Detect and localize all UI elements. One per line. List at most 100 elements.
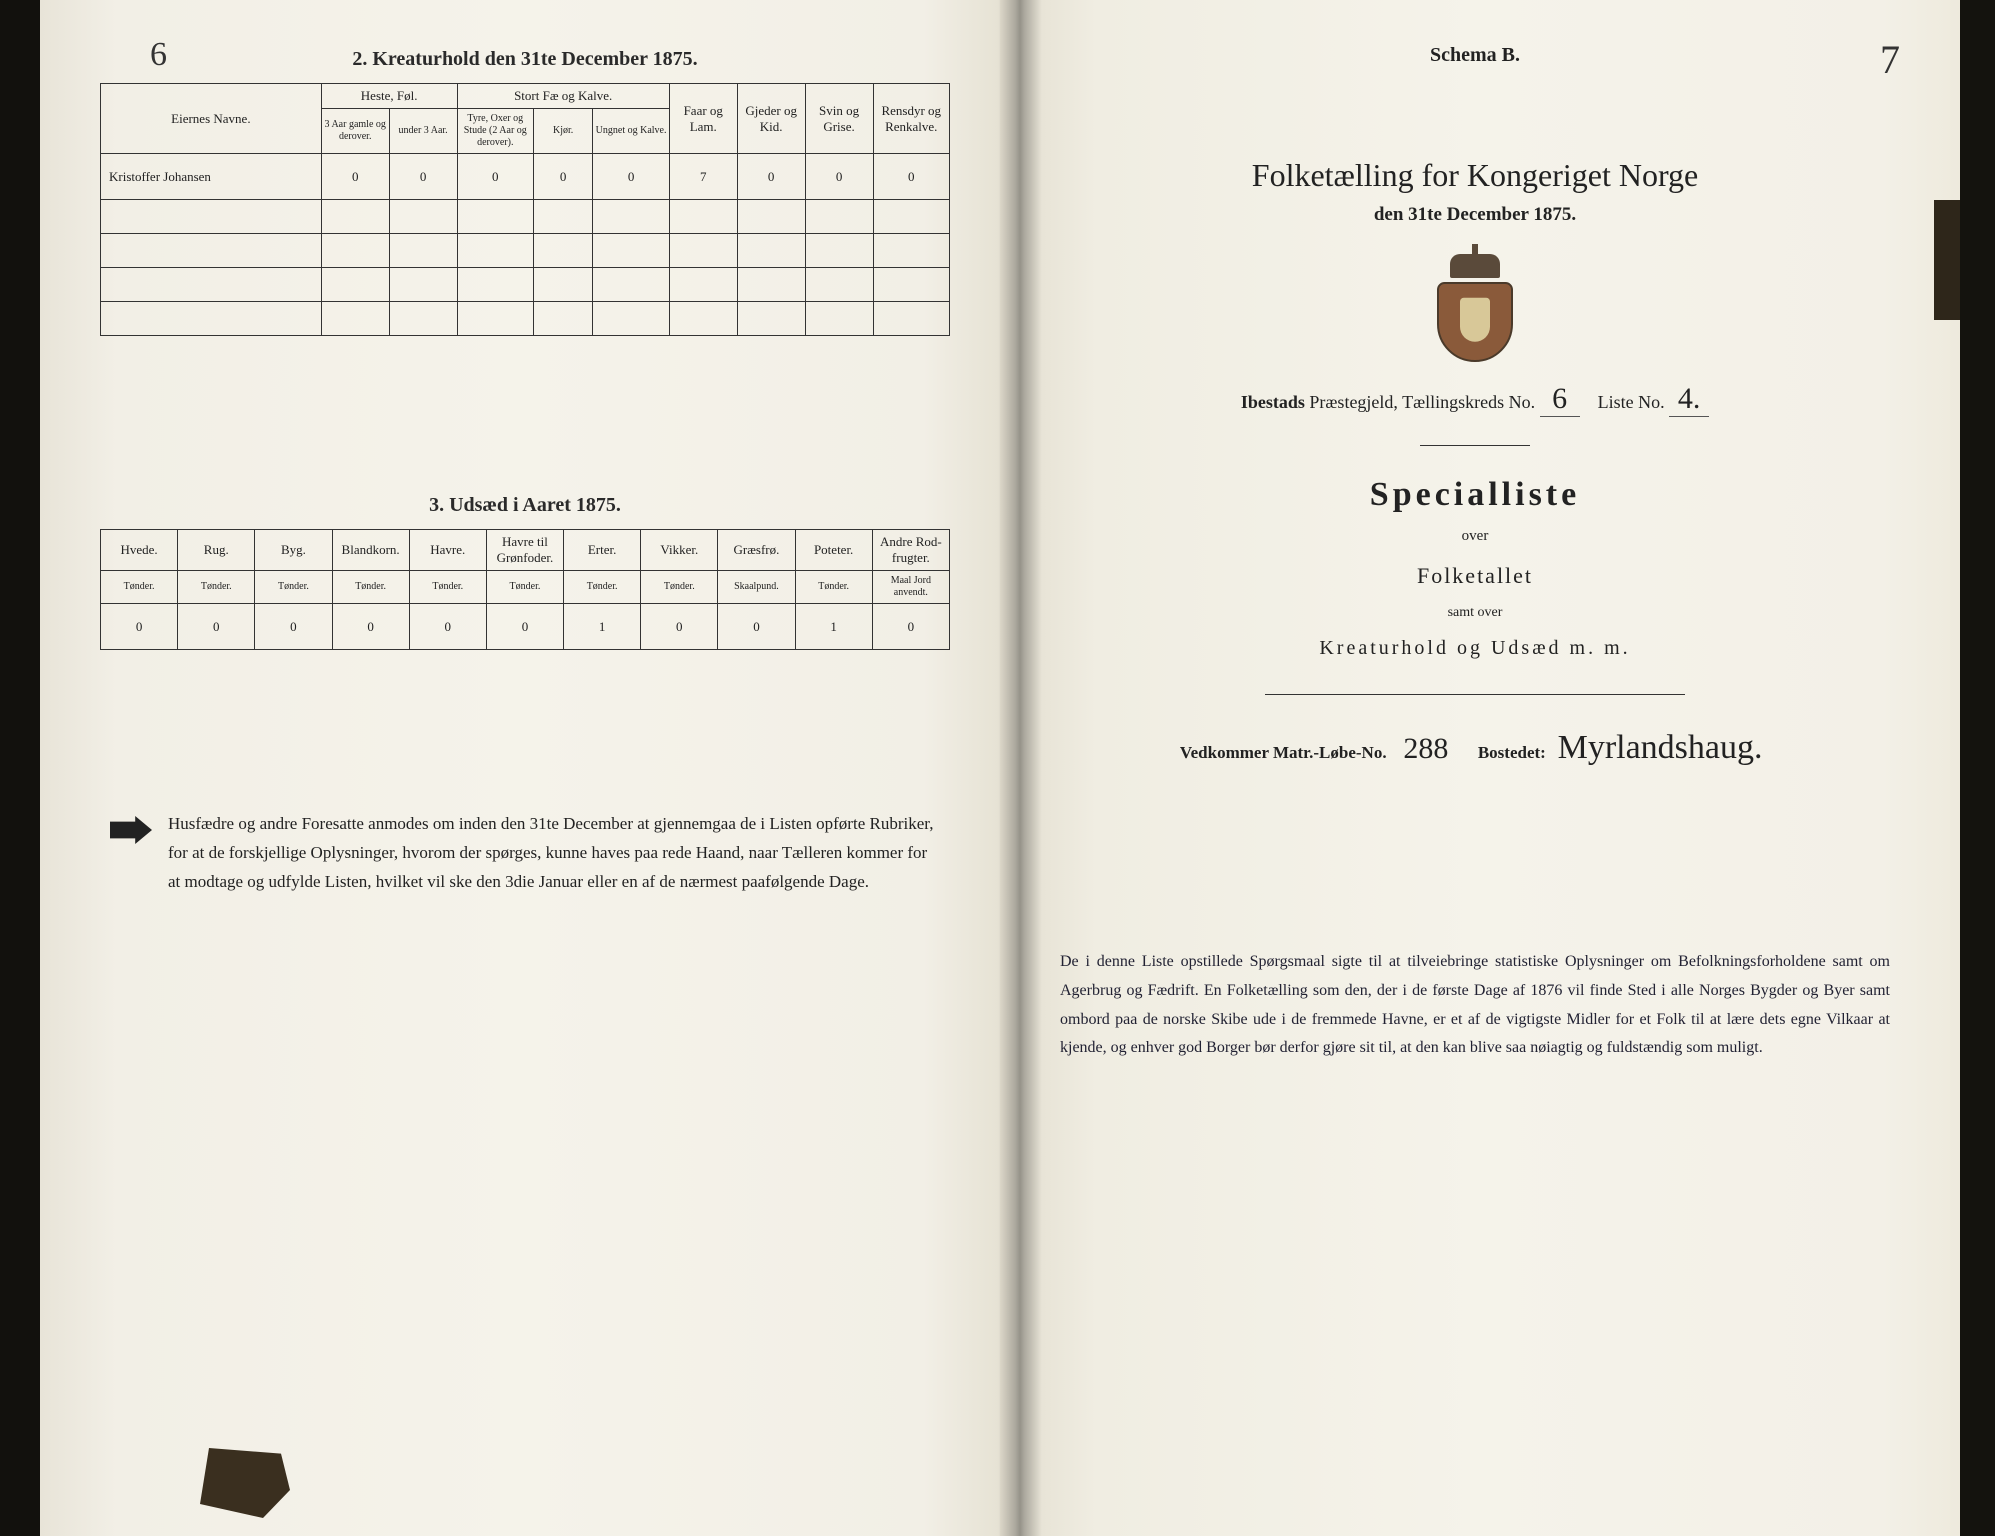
census-date: den 31te December 1875. xyxy=(1050,204,1900,226)
col-group-cattle: Stort Fæ og Kalve. xyxy=(457,84,669,109)
matr-line: Vedkommer Matr.-Løbe-No. 288 Bostedet: M… xyxy=(1050,729,1900,768)
divider xyxy=(1265,694,1685,695)
paper-fragment xyxy=(1934,200,1960,320)
h: Havre til Grønfoder. xyxy=(486,530,563,571)
sub-h5: Ungnet og Kalve. xyxy=(593,109,669,154)
schema-label: Schema B. xyxy=(1050,44,1900,67)
liste-label: Liste No. xyxy=(1598,392,1665,412)
pointing-hand-icon xyxy=(110,816,152,844)
page-right: Schema B. 7 Folketælling for Kongeriget … xyxy=(1000,0,1960,1536)
cell: 0 xyxy=(873,154,949,200)
district-prefix: Ibestads xyxy=(1241,392,1305,412)
u: Tønder. xyxy=(255,571,332,604)
district-line: Ibestads Præstegjeld, Tællingskreds No. … xyxy=(1050,382,1900,417)
cell: 1 xyxy=(795,604,872,650)
table-row: Kristoffer Johansen 0 0 0 0 0 7 0 0 0 xyxy=(101,154,950,200)
u: Tønder. xyxy=(486,571,563,604)
col-owner: Eiernes Navne. xyxy=(101,84,322,154)
col-goats: Gjeder og Kid. xyxy=(737,84,805,154)
table-header-row: Hvede. Rug. Byg. Blandkorn. Havre. Havre… xyxy=(101,530,950,571)
h: Byg. xyxy=(255,530,332,571)
bosted-name: Myrlandshaug. xyxy=(1550,729,1770,768)
sub-h4: Kjør. xyxy=(533,109,592,154)
h: Rug. xyxy=(178,530,255,571)
page-left: 6 2. Kreaturhold den 31te December 1875.… xyxy=(40,0,1000,1536)
book-spread: 6 2. Kreaturhold den 31te December 1875.… xyxy=(40,0,1960,1536)
section2-title: 2. Kreaturhold den 31te December 1875. xyxy=(100,48,950,71)
cell: 0 xyxy=(533,154,592,200)
explanatory-note: De i denne Liste opstillede Spørgsmaal s… xyxy=(1050,948,1900,1063)
u: Tønder. xyxy=(641,571,718,604)
kreds-number: 6 xyxy=(1540,382,1580,417)
u: Tønder. xyxy=(332,571,409,604)
cell: 0 xyxy=(457,154,533,200)
u: Tønder. xyxy=(101,571,178,604)
bosted-label: Bostedet: xyxy=(1478,743,1546,762)
h: Poteter. xyxy=(795,530,872,571)
paper-fragment xyxy=(200,1448,290,1518)
table-row: 0 0 0 0 0 0 1 0 0 1 0 xyxy=(101,604,950,650)
table-row-empty xyxy=(101,268,950,302)
h: Vikker. xyxy=(641,530,718,571)
cell: 0 xyxy=(805,154,873,200)
over-label: over xyxy=(1050,528,1900,545)
cell: 0 xyxy=(737,154,805,200)
cell: 0 xyxy=(486,604,563,650)
cell: 0 xyxy=(389,154,457,200)
table-row-empty xyxy=(101,200,950,234)
sub-h1: 3 Aar gamle og derover. xyxy=(321,109,389,154)
cell: 0 xyxy=(593,154,669,200)
livestock-table: Eiernes Navne. Heste, Føl. Stort Fæ og K… xyxy=(100,83,950,336)
h: Blandkorn. xyxy=(332,530,409,571)
cell: 7 xyxy=(669,154,737,200)
u: Tønder. xyxy=(795,571,872,604)
cell: 0 xyxy=(872,604,949,650)
sub-h2: under 3 Aar. xyxy=(389,109,457,154)
cell: 0 xyxy=(332,604,409,650)
h: Hvede. xyxy=(101,530,178,571)
cell: 0 xyxy=(718,604,795,650)
col-pigs: Svin og Grise. xyxy=(805,84,873,154)
col-group-horses: Heste, Føl. xyxy=(321,84,457,109)
census-title: Folketælling for Kongeriget Norge xyxy=(1050,157,1900,194)
h: Græsfrø. xyxy=(718,530,795,571)
cell: 0 xyxy=(641,604,718,650)
matr-number: 288 xyxy=(1391,732,1461,766)
u: Tønder. xyxy=(178,571,255,604)
owner-name: Kristoffer Johansen xyxy=(101,154,322,200)
cell: 1 xyxy=(564,604,641,650)
u: Tønder. xyxy=(409,571,486,604)
kreaturhold-label: Kreaturhold og Udsæd m. m. xyxy=(1050,637,1900,660)
folketallet-label: Folketallet xyxy=(1050,563,1900,589)
h: Andre Rod-frugter. xyxy=(872,530,949,571)
matr-label: Vedkommer Matr.-Løbe-No. xyxy=(1180,743,1387,762)
specialliste-heading: Specialliste xyxy=(1050,476,1900,514)
section3-title: 3. Udsæd i Aaret 1875. xyxy=(100,494,950,517)
samt-label: samt over xyxy=(1050,605,1900,621)
table-row-empty xyxy=(101,234,950,268)
instruction-note: Husfædre og andre Foresatte anmodes om i… xyxy=(100,810,950,897)
district-text: Præstegjeld, Tællingskreds No. xyxy=(1309,392,1535,412)
h: Erter. xyxy=(564,530,641,571)
table-header-row: Eiernes Navne. Heste, Føl. Stort Fæ og K… xyxy=(101,84,950,109)
cell: 0 xyxy=(101,604,178,650)
table-row-empty xyxy=(101,302,950,336)
cell: 0 xyxy=(178,604,255,650)
cell: 0 xyxy=(255,604,332,650)
h: Havre. xyxy=(409,530,486,571)
table-unit-row: Tønder. Tønder. Tønder. Tønder. Tønder. … xyxy=(101,571,950,604)
col-sheep: Faar og Lam. xyxy=(669,84,737,154)
cell: 0 xyxy=(409,604,486,650)
liste-number: 4. xyxy=(1669,382,1709,417)
u: Skaalpund. xyxy=(718,571,795,604)
page-number-left: 6 xyxy=(150,36,167,74)
film-edge-left xyxy=(0,0,40,1536)
seed-table: Hvede. Rug. Byg. Blandkorn. Havre. Havre… xyxy=(100,529,950,650)
page-number-right: 7 xyxy=(1880,36,1900,83)
coat-of-arms-icon xyxy=(1430,254,1520,364)
u: Tønder. xyxy=(564,571,641,604)
instruction-text: Husfædre og andre Foresatte anmodes om i… xyxy=(168,810,940,897)
col-reindeer: Rensdyr og Renkalve. xyxy=(873,84,949,154)
sub-h3: Tyre, Oxer og Stude (2 Aar og derover). xyxy=(457,109,533,154)
film-edge-right xyxy=(1960,0,1995,1536)
